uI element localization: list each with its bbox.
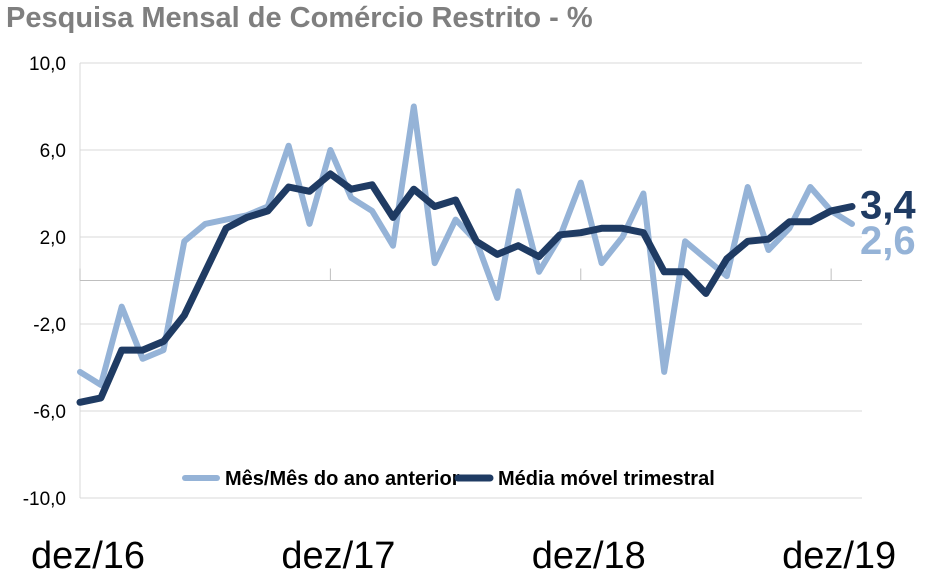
y-tick-label: -2,0 — [33, 315, 66, 336]
y-axis-ticks: 10,0 6,0 2,0 -2,0 -6,0 -10,0 — [23, 54, 66, 510]
x-axis: dez/16 dez/17 dez/18 dez/19 — [31, 268, 896, 577]
end-labels: 2,63,4 — [860, 184, 916, 263]
y-tick-label: 2,0 — [40, 228, 66, 249]
x-tick-label: dez/16 — [31, 535, 145, 577]
y-tick-label: 10,0 — [29, 54, 66, 75]
chart-title: Pesquisa Mensal de Comércio Restrito - % — [6, 2, 593, 34]
end-label-media-movel: 3,4 — [860, 184, 916, 228]
series-lines — [76, 103, 856, 406]
end-label-mes-mes: 2,6 — [860, 219, 916, 263]
y-tick-label: -10,0 — [23, 489, 66, 510]
x-tick-label: dez/17 — [281, 535, 395, 577]
series-line-media-movel — [76, 170, 856, 406]
x-tick-label: dez/18 — [532, 535, 646, 577]
y-tick-label: 6,0 — [40, 141, 66, 162]
series-line-mes-mes — [77, 103, 855, 388]
legend: Mês/Mês do ano anterior Média móvel trime… — [182, 468, 715, 490]
y-tick-label: -6,0 — [33, 402, 66, 423]
legend-label: Mês/Mês do ano anterior — [225, 468, 460, 490]
legend-label: Média móvel trimestral — [498, 468, 715, 490]
x-tick-label: dez/19 — [782, 535, 896, 577]
